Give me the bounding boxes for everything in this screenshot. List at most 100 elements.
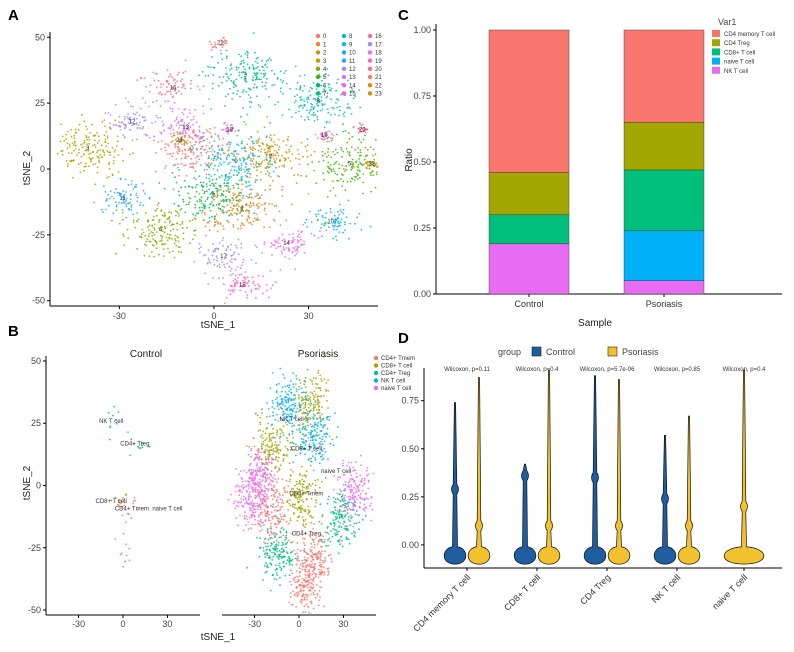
panel-a-point — [291, 251, 294, 254]
panel-b-x-tick-label: -30 — [248, 619, 261, 629]
panel-b-point — [304, 377, 307, 379]
panel-a-point — [257, 288, 260, 290]
panel-a-point — [158, 253, 160, 256]
panel-a-point — [97, 135, 100, 138]
panel-a-point — [358, 138, 361, 141]
panel-b-point — [260, 521, 263, 524]
panel-a-point — [190, 79, 193, 82]
panel-b-point — [264, 556, 267, 558]
panel-b-point — [346, 525, 348, 528]
panel-b-annotation: CD4+ Treg — [292, 531, 321, 537]
panel-a-point — [323, 85, 326, 88]
panel-b-point — [314, 534, 316, 536]
panel-a-point — [203, 207, 206, 210]
panel-a-point — [153, 229, 156, 231]
panel-a-point — [200, 136, 203, 138]
panel-a-point — [257, 56, 259, 59]
panel-b-point — [275, 526, 278, 529]
panel-a-point — [229, 249, 232, 251]
panel-b-point — [280, 501, 283, 504]
panel-b-point — [251, 473, 254, 476]
panel-a-x-tick-label: -30 — [113, 311, 126, 321]
panel-a-point — [255, 72, 258, 74]
panel-a-point — [342, 212, 345, 215]
panel-b-point — [289, 478, 292, 481]
panel-a-point — [261, 81, 264, 84]
panel-b-point — [290, 380, 292, 382]
panel-b-point — [287, 539, 290, 542]
panel-a-point — [295, 245, 297, 248]
panel-b-point — [261, 445, 263, 448]
panel-a-point — [209, 66, 212, 69]
panel-a-point — [122, 190, 124, 192]
panel-a-point — [265, 153, 268, 156]
panel-a-point — [160, 132, 163, 135]
panel-b-point — [257, 519, 259, 522]
panel-a-point — [365, 166, 368, 169]
panel-a-point — [177, 121, 180, 123]
panel-a-point — [243, 75, 246, 78]
panel-b-x-tick-label: 30 — [162, 619, 172, 629]
panel-a-point — [327, 222, 329, 224]
panel-b-point — [321, 515, 324, 518]
panel-b-point — [323, 560, 326, 563]
panel-a-point — [242, 107, 245, 109]
panel-a-point — [179, 131, 182, 133]
panel-b-point — [259, 483, 262, 486]
panel-b-point — [306, 579, 309, 582]
panel-b-point — [311, 562, 314, 564]
panel-a-point — [83, 169, 85, 172]
panel-b-point — [349, 471, 351, 473]
panel-a-point — [153, 255, 156, 258]
panel-a-point — [309, 94, 312, 97]
panel-a-point — [331, 137, 334, 140]
panel-a-point — [288, 233, 291, 236]
panel-a-point — [351, 89, 354, 92]
panel-a-point — [279, 79, 282, 81]
panel-a-point — [351, 164, 354, 167]
panel-a-point — [244, 285, 246, 288]
panel-b-point — [343, 520, 345, 523]
panel-a-point — [115, 204, 118, 206]
panel-b-point — [275, 488, 278, 491]
panel-b-point — [248, 491, 251, 493]
panel-b-point — [290, 418, 293, 421]
panel-b-point — [254, 505, 257, 508]
panel-b-point — [297, 593, 300, 596]
panel-b-point — [291, 572, 294, 575]
panel-a-point — [231, 261, 233, 264]
panel-b-point — [303, 589, 305, 592]
panel-b-point — [301, 562, 304, 565]
panel-a-point — [335, 160, 338, 163]
panel-b-point — [307, 437, 310, 439]
panel-a-point — [298, 105, 300, 108]
panel-b-point — [279, 494, 281, 496]
panel-b-point — [265, 570, 268, 573]
panel-a-point — [217, 221, 220, 224]
panel-b-point — [284, 515, 286, 517]
panel-b-point — [304, 568, 306, 571]
panel-b-point — [364, 506, 367, 509]
panel-b-point — [293, 386, 295, 388]
panel-a-point — [147, 220, 150, 223]
panel-a-point — [263, 226, 265, 229]
panel-b-point — [259, 530, 261, 532]
panel-a-point — [238, 53, 240, 56]
panel-b-point — [318, 552, 320, 555]
panel-a-point — [291, 153, 294, 155]
panel-b-point — [315, 409, 318, 411]
panel-a-point — [208, 216, 211, 219]
panel-b-point — [277, 460, 279, 462]
panel-b-point — [258, 466, 261, 469]
panel-b-point — [286, 552, 289, 555]
panel-b-point — [252, 488, 255, 491]
panel-a-point — [176, 151, 179, 153]
panel-a-point — [288, 250, 290, 252]
panel-b-point — [289, 490, 291, 493]
panel-b-point — [277, 408, 280, 411]
panel-b-point — [267, 422, 269, 425]
panel-b-point — [272, 515, 275, 518]
panel-b-point — [260, 451, 262, 454]
panel-b-point — [326, 427, 329, 430]
panel-b-point — [298, 385, 301, 388]
